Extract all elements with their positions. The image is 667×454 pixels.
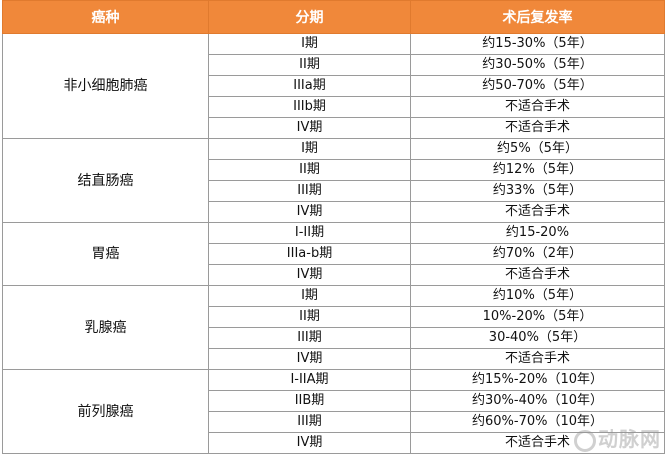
stage-cell: II期 xyxy=(208,159,411,181)
recurrence-rate-cell: 约15-20% xyxy=(410,222,665,244)
recurrence-rate-cell: 约15-30%（5年） xyxy=(410,33,665,55)
stage-cell: II期 xyxy=(208,54,411,76)
recurrence-rate-cell: 不适合手术 xyxy=(410,96,665,118)
stage-cell: IIIa-b期 xyxy=(208,243,411,265)
recurrence-rate-cell: 约10%（5年） xyxy=(410,285,665,307)
recurrence-rate-cell: 约70%（2年） xyxy=(410,243,665,265)
stage-cell: II期 xyxy=(208,306,411,328)
table-row: III期 30-40%（5年） xyxy=(3,327,665,349)
watermark-text: 动脉网 xyxy=(598,427,661,451)
stage-cell: IIIb期 xyxy=(208,96,411,118)
recurrence-rate-cell: 约33%（5年） xyxy=(410,180,665,202)
recurrence-rate-cell: 约12%（5年） xyxy=(410,159,665,181)
table-row: IV期 不适合手术 xyxy=(3,201,665,223)
table-row: 胃癌 I-II期 约15-20% xyxy=(2,222,665,286)
cancer-type-cell: 乳腺癌 xyxy=(2,285,209,370)
header-stage: 分期 xyxy=(208,0,411,34)
stage-cell: I期 xyxy=(208,33,411,55)
stage-cell: IV期 xyxy=(208,264,411,286)
recurrence-rate-cell: 10%-20%（5年） xyxy=(410,306,665,328)
recurrence-rate-cell: 约15%-20%（10年） xyxy=(410,369,665,391)
stage-cell: IV期 xyxy=(208,117,411,139)
header-recurrence-rate: 术后复发率 xyxy=(410,0,665,34)
recurrence-rate-cell: 不适合手术 xyxy=(410,432,665,454)
table-row: IIB期 约30%-40%（10年） xyxy=(3,390,665,412)
stage-cell: IIIa期 xyxy=(208,75,411,97)
stage-cell: I期 xyxy=(208,285,411,307)
stage-cell: IV期 xyxy=(208,201,411,223)
recurrence-rate-cell: 不适合手术 xyxy=(410,348,665,370)
stage-cell: III期 xyxy=(208,411,411,433)
table-row: IIIb期 不适合手术 xyxy=(3,96,665,118)
header-row: 癌种 分期 术后复发率 xyxy=(2,0,665,34)
recurrence-rate-cell: 约30%-40%（10年） xyxy=(410,390,665,412)
stage-cell: IV期 xyxy=(208,348,411,370)
stage-cell: I-IIA期 xyxy=(208,369,411,391)
table-row: IV期 不适合手术 xyxy=(3,264,665,286)
recurrence-rate-cell: 不适合手术 xyxy=(410,264,665,286)
watermark: 动脉网 xyxy=(574,423,661,452)
stage-cell: IIB期 xyxy=(208,390,411,412)
recurrence-rate-cell: 约30-50%（5年） xyxy=(410,54,665,76)
table-row: IIIa-b期 约70%（2年） xyxy=(3,243,665,265)
recurrence-rate-cell: 约5%（5年） xyxy=(410,138,665,160)
table-row: 结直肠癌 I期 约5%（5年） xyxy=(2,138,665,223)
recurrence-rate-cell: 30-40%（5年） xyxy=(410,327,665,349)
stage-cell: I-II期 xyxy=(208,222,411,244)
stage-cell: IV期 xyxy=(208,432,411,454)
recurrence-rate-cell: 约50-70%（5年） xyxy=(410,75,665,97)
table-body: 非小细胞肺癌 I期 约15-30%（5年） II期 约30-50%（5年） IIIa期 约5… xyxy=(2,33,665,454)
table-row: IV期 不适合手术 xyxy=(3,432,665,454)
watermark-logo-icon xyxy=(574,429,596,452)
cancer-type-cell: 结直肠癌 xyxy=(2,138,209,223)
recurrence-rate-cell: 不适合手术 xyxy=(410,117,665,139)
table-row: 非小细胞肺癌 I期 约15-30%（5年） xyxy=(2,33,665,139)
stage-cell: I期 xyxy=(208,138,411,160)
table-row: 前列腺癌 I-IIA期 约15%-20%（10年） xyxy=(2,369,665,454)
recurrence-rate-cell: 不适合手术 xyxy=(410,201,665,223)
cancer-type-cell: 前列腺癌 xyxy=(2,369,209,454)
table-row: II期 10%-20%（5年） xyxy=(3,306,665,328)
table-row: 乳腺癌 I期 约10%（5年） xyxy=(2,285,665,370)
table-row: II期 约12%（5年） xyxy=(3,159,665,181)
stage-cell: III期 xyxy=(208,327,411,349)
stage-cell: III期 xyxy=(208,180,411,202)
header-cancer-type: 癌种 xyxy=(2,0,209,34)
cancer-type-cell: 胃癌 xyxy=(2,222,209,286)
cancer-type-cell: 非小细胞肺癌 xyxy=(2,33,209,139)
